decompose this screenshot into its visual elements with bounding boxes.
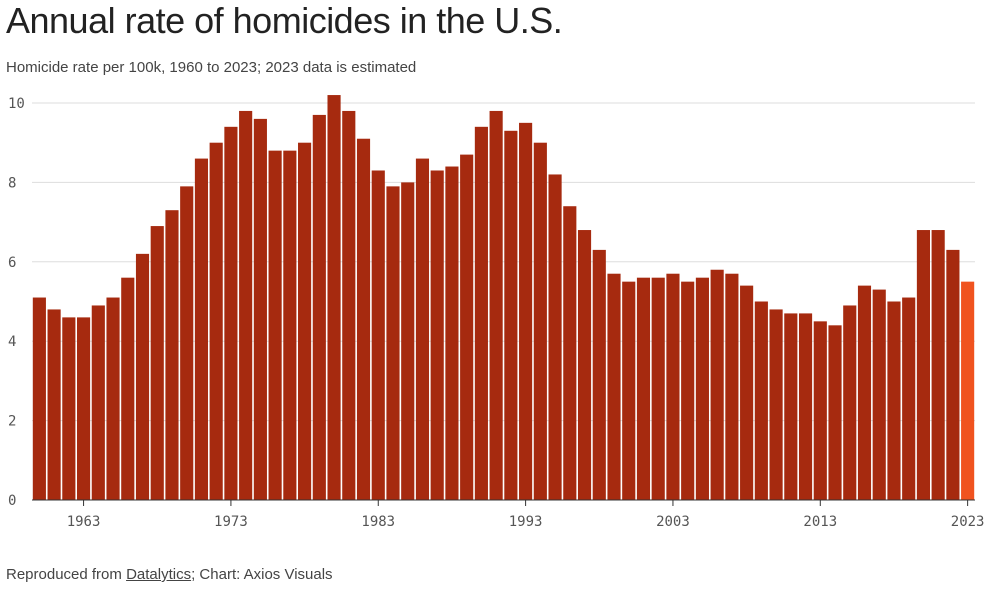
bar-1976 bbox=[268, 150, 282, 500]
bar-1971 bbox=[194, 158, 209, 500]
bar-1994 bbox=[533, 142, 547, 500]
chart-subtitle: Homicide rate per 100k, 1960 to 2023; 20… bbox=[6, 59, 417, 76]
x-tick-label-2023: 2023 bbox=[951, 514, 985, 530]
bar-1995 bbox=[548, 174, 562, 500]
y-tick-label-2: 2 bbox=[8, 414, 16, 430]
bar-2023 bbox=[961, 281, 975, 500]
bar-2013 bbox=[813, 321, 827, 500]
bar-2001 bbox=[636, 277, 651, 500]
bar-2021 bbox=[931, 230, 945, 501]
bar-1965 bbox=[106, 297, 120, 500]
bar-1961 bbox=[47, 309, 61, 500]
bar-2019 bbox=[902, 297, 916, 500]
bar-1993 bbox=[519, 122, 533, 500]
bar-2016 bbox=[857, 285, 872, 500]
bar-1992 bbox=[504, 130, 518, 500]
bar-1964 bbox=[91, 305, 105, 500]
bar-2018 bbox=[887, 301, 901, 500]
bar-1989 bbox=[460, 154, 474, 501]
bar-1960 bbox=[32, 297, 46, 500]
bar-1979 bbox=[312, 114, 326, 500]
source-suffix: ; Chart: Axios Visuals bbox=[191, 566, 333, 583]
x-tick-label-1963: 1963 bbox=[67, 514, 101, 530]
bar-2012 bbox=[798, 313, 813, 500]
x-tick-label-1973: 1973 bbox=[214, 514, 248, 530]
x-tick-label-2013: 2013 bbox=[803, 514, 837, 530]
bar-chart: 0 2 4 6 8 10 1963 1973 1983 1993 2003 2013 2023 bbox=[8, 95, 984, 530]
bar-2011 bbox=[784, 313, 798, 500]
bar-2022 bbox=[946, 249, 960, 500]
source-link[interactable]: Datalytics bbox=[126, 566, 192, 583]
bar-1987 bbox=[430, 170, 444, 500]
bar-2004 bbox=[681, 281, 695, 500]
bar-1991 bbox=[489, 110, 503, 500]
bar-1966 bbox=[121, 277, 135, 500]
bar-1990 bbox=[474, 126, 488, 500]
bar-1974 bbox=[239, 110, 253, 500]
x-tick-label-1983: 1983 bbox=[361, 514, 395, 530]
source-prefix: Reproduced from bbox=[6, 566, 127, 583]
axes: 0 2 4 6 8 10 1963 1973 1983 1993 2003 2013 2023 bbox=[8, 96, 984, 530]
bar-1999 bbox=[607, 273, 621, 500]
bar-2000 bbox=[622, 281, 636, 500]
y-tick-label-4: 4 bbox=[8, 334, 16, 350]
bar-1983 bbox=[371, 170, 385, 500]
bar-1998 bbox=[592, 249, 606, 500]
bar-1984 bbox=[386, 186, 400, 500]
bar-1996 bbox=[563, 206, 577, 500]
y-tick-label-8: 8 bbox=[8, 175, 16, 191]
bar-2005 bbox=[695, 277, 709, 500]
bar-1969 bbox=[165, 210, 179, 500]
bar-1986 bbox=[415, 158, 430, 500]
y-tick-label-10: 10 bbox=[8, 96, 25, 112]
bar-1980 bbox=[327, 95, 341, 500]
bar-1967 bbox=[135, 253, 150, 500]
bar-1973 bbox=[224, 126, 238, 500]
bar-2007 bbox=[725, 273, 739, 500]
bar-1977 bbox=[283, 150, 297, 500]
y-tick-label-0: 0 bbox=[8, 493, 16, 509]
bar-2020 bbox=[916, 230, 930, 501]
bar-2017 bbox=[872, 289, 886, 500]
bar-1988 bbox=[445, 166, 459, 500]
bar-1963 bbox=[77, 317, 91, 500]
x-tick-label-1993: 1993 bbox=[509, 514, 543, 530]
bar-2003 bbox=[666, 273, 680, 500]
bar-1981 bbox=[342, 110, 356, 500]
bar-1968 bbox=[150, 226, 164, 500]
bar-1985 bbox=[401, 182, 415, 500]
bar-2008 bbox=[740, 285, 754, 500]
bar-1970 bbox=[180, 186, 194, 500]
bar-2009 bbox=[754, 301, 768, 500]
y-tick-label-6: 6 bbox=[8, 255, 16, 271]
bar-1978 bbox=[298, 142, 312, 500]
bar-2014 bbox=[828, 325, 842, 500]
bar-2002 bbox=[651, 277, 665, 500]
chart-title: Annual rate of homicides in the U.S. bbox=[6, 0, 563, 41]
bar-2006 bbox=[710, 269, 724, 500]
x-tick-label-2003: 2003 bbox=[656, 514, 690, 530]
bar-2010 bbox=[769, 309, 783, 500]
bar-1962 bbox=[62, 317, 76, 500]
bar-1972 bbox=[209, 142, 223, 500]
bars bbox=[32, 95, 975, 501]
bar-2015 bbox=[843, 305, 857, 500]
bar-1997 bbox=[577, 230, 592, 501]
bar-1975 bbox=[253, 118, 267, 500]
source-credit: Reproduced from Datalytics; Chart: Axios… bbox=[6, 566, 333, 583]
bar-1982 bbox=[356, 138, 371, 501]
